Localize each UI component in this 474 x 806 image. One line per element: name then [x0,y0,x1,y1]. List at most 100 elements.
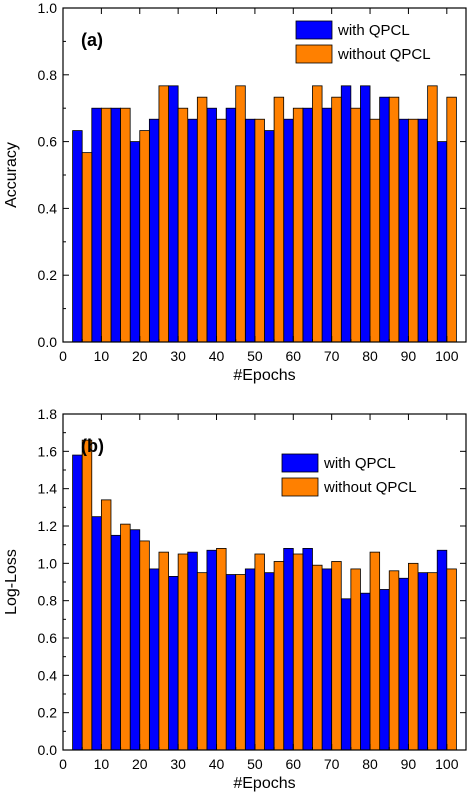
bar-with-qpcl-epoch-35 [187,118,198,343]
bar-with-qpcl-epoch-25 [148,568,160,751]
x-tick-label: 90 [401,756,417,772]
bar-without-qpcl-epoch-75 [350,568,361,751]
bar-without-qpcl-epoch-65 [312,85,323,343]
bar-with-qpcl-epoch-55 [264,572,275,751]
bar-without-qpcl-epoch-10 [100,107,112,343]
x-tick-label: 30 [170,756,186,772]
bar-without-qpcl-epoch-100 [446,568,457,751]
bar-without-qpcl-epoch-70 [331,96,342,343]
x-tick-label: 100 [435,756,459,772]
y-tick-label: 1.6 [38,443,58,459]
bar-without-qpcl-epoch-55 [273,561,285,751]
bar-without-qpcl-epoch-60 [292,107,304,343]
bar-without-qpcl-epoch-75 [350,107,361,343]
bar-with-qpcl-epoch-65 [302,107,313,343]
bar-without-qpcl-epoch-40 [216,548,227,751]
y-tick-label: 0.0 [38,742,58,758]
bar-with-qpcl-epoch-35 [187,551,198,751]
x-tick-label: 10 [94,348,110,364]
y-tick-label: 0.8 [38,593,58,609]
x-tick-label: 10 [94,756,110,772]
bar-with-qpcl-epoch-10 [91,516,102,751]
bar-without-qpcl-epoch-60 [292,553,304,751]
bar-without-qpcl-epoch-30 [177,107,189,343]
bar-with-qpcl-epoch-90 [398,118,409,343]
bar-with-qpcl-epoch-90 [398,577,409,751]
bar-without-qpcl-epoch-80 [369,118,381,343]
x-tick-label: 80 [362,756,378,772]
y-tick-label: 0.0 [38,334,58,350]
legend: with QPCL without QPCL [281,453,417,497]
bar-with-qpcl-epoch-20 [129,529,141,751]
bar-without-qpcl-epoch-45 [235,574,246,751]
bar-with-qpcl-epoch-40 [206,107,217,343]
bar-with-qpcl-epoch-5 [72,130,83,343]
bar-without-qpcl-epoch-80 [369,551,381,751]
y-tick-label: 0.4 [38,667,58,683]
bar-without-qpcl-epoch-15 [120,107,131,343]
bar-without-qpcl-epoch-95 [427,85,438,343]
bar-with-qpcl-epoch-45 [225,574,237,751]
x-tick-label: 40 [209,756,225,772]
y-tick-label: 0.2 [38,705,58,721]
bar-with-qpcl-epoch-50 [244,118,256,343]
bar-without-qpcl-epoch-10 [100,499,112,751]
y-tick-label: 1.0 [38,0,58,16]
bar-without-qpcl-epoch-55 [273,96,285,343]
bar-with-qpcl-epoch-60 [283,118,294,343]
bar-with-qpcl-epoch-95 [417,118,429,343]
bar-with-qpcl-epoch-55 [264,130,275,343]
legend-swatch-with-qpcl [281,453,319,473]
bar-with-qpcl-epoch-15 [110,107,121,343]
y-axis-title: Log-Loss [3,549,20,615]
y-tick-label: 0.2 [38,267,58,283]
bar-without-qpcl-epoch-5 [81,152,93,343]
bar-without-qpcl-epoch-15 [120,523,131,751]
x-tick-label: 80 [362,348,378,364]
bar-without-qpcl-epoch-90 [408,118,419,343]
bar-with-qpcl-epoch-40 [206,549,217,751]
bar-without-qpcl-epoch-20 [139,540,150,751]
bar-with-qpcl-epoch-85 [379,589,390,751]
y-tick-label: 1.4 [38,481,58,497]
bar-without-qpcl-epoch-45 [235,85,246,343]
chart-panel-a: 0 10 20 30 40 50 60 70 80 90 100 0.0 0.2 0.4 0.6 0.8 1.0… [3,0,467,384]
bar-with-qpcl-epoch-5 [72,454,83,751]
y-tick-label: 0.6 [38,134,58,150]
x-tick-label: 100 [435,348,459,364]
x-tick-label: 0 [59,756,67,772]
bar-without-qpcl-epoch-65 [312,564,323,751]
legend: with QPCL without QPCL [295,20,431,64]
legend-label-with-qpcl: with QPCL [337,22,410,39]
bar-with-qpcl-epoch-25 [148,118,160,343]
bar-with-qpcl-epoch-75 [340,85,352,343]
bar-without-qpcl-epoch-5 [81,439,93,751]
y-tick-label: 1.8 [38,406,58,422]
x-tick-label: 50 [247,348,263,364]
bar-with-qpcl-epoch-30 [168,85,179,343]
bar-without-qpcl-epoch-50 [254,553,265,751]
legend-label-with-qpcl: with QPCL [323,455,396,472]
x-tick-label: 60 [285,348,301,364]
y-tick-label: 0.6 [38,630,58,646]
bar-with-qpcl-epoch-100 [436,549,448,751]
x-tick-label: 0 [59,348,67,364]
bar-with-qpcl-epoch-75 [340,598,352,751]
y-axis-title: Accuracy [3,142,20,208]
bar-without-qpcl-epoch-40 [216,118,227,343]
bar-with-qpcl-epoch-20 [129,141,141,343]
x-tick-label: 20 [132,348,148,364]
bar-with-qpcl-epoch-70 [321,107,333,343]
bar-without-qpcl-epoch-35 [196,572,208,751]
bar-without-qpcl-epoch-30 [177,553,189,751]
bar-without-qpcl-epoch-20 [139,130,150,343]
x-tick-label: 40 [209,348,225,364]
bar-with-qpcl-epoch-100 [436,141,448,343]
bar-with-qpcl-epoch-65 [302,548,313,751]
bar-without-qpcl-epoch-85 [388,570,400,751]
legend-swatch-with-qpcl [295,20,333,40]
bar-with-qpcl-epoch-50 [244,568,256,751]
legend-label-without-qpcl: without QPCL [323,479,417,496]
y-tick-label: 0.4 [38,200,58,216]
